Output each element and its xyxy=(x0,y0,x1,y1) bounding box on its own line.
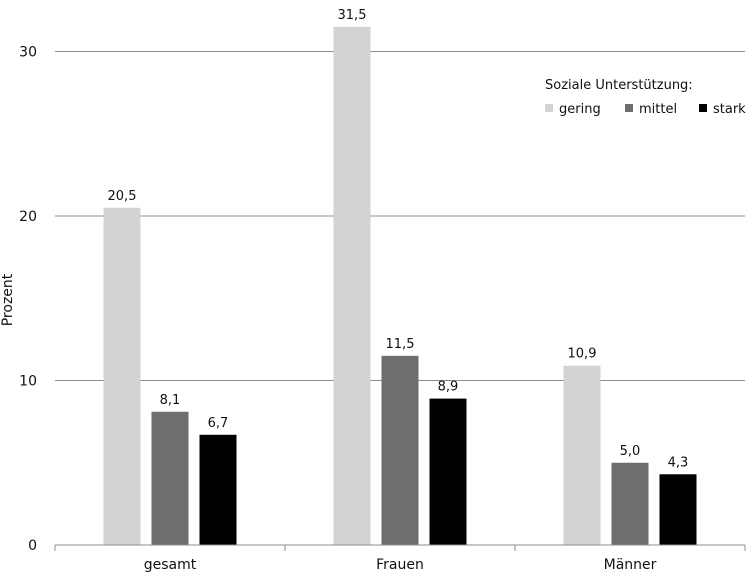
legend-swatch-stark xyxy=(699,104,707,112)
bar-stark-frauen xyxy=(429,398,467,545)
x-category-label: Frauen xyxy=(376,557,424,573)
bars xyxy=(103,26,697,545)
data-label: 11,5 xyxy=(386,337,415,352)
bar-mittel-frauen xyxy=(381,355,419,545)
data-label: 6,7 xyxy=(208,416,229,431)
data-label: 31,5 xyxy=(338,8,367,23)
bar-stark-männer xyxy=(659,474,697,545)
x-category-label: Männer xyxy=(604,557,657,573)
bar-stark-gesamt xyxy=(199,434,237,545)
axes: 0 10 20 30 gesamt Frauen Männer xyxy=(19,45,746,573)
data-label: 8,9 xyxy=(438,380,459,395)
legend-label-stark: stark xyxy=(713,102,746,117)
data-label: 4,3 xyxy=(668,455,689,470)
x-category-label: gesamt xyxy=(144,557,197,573)
data-label: 8,1 xyxy=(160,393,181,408)
legend-label-mittel: mittel xyxy=(639,102,677,117)
legend: Soziale Unterstützung: gering mittel stark xyxy=(545,78,746,117)
gridlines xyxy=(55,51,745,381)
legend-swatch-mittel xyxy=(625,104,633,112)
y-tick-label: 20 xyxy=(19,209,37,225)
y-tick-label: 30 xyxy=(19,45,37,61)
data-label: 10,9 xyxy=(568,347,597,362)
legend-swatch-gering xyxy=(545,104,553,112)
data-label: 20,5 xyxy=(108,189,137,204)
y-tick-label: 10 xyxy=(19,374,37,390)
bar-gering-frauen xyxy=(333,26,371,545)
data-labels: 20,5 8,1 6,7 31,5 11,5 8,9 10,9 5,0 4,3 xyxy=(108,8,689,470)
legend-label-gering: gering xyxy=(559,102,601,117)
legend-title: Soziale Unterstützung: xyxy=(545,78,693,93)
bar-mittel-männer xyxy=(611,462,649,545)
bar-gering-gesamt xyxy=(103,207,141,545)
y-tick-label: 0 xyxy=(28,538,37,554)
data-label: 5,0 xyxy=(620,444,641,459)
bar-gering-männer xyxy=(563,365,601,545)
y-axis-title: Prozent xyxy=(0,273,16,326)
bar-mittel-gesamt xyxy=(151,411,189,545)
